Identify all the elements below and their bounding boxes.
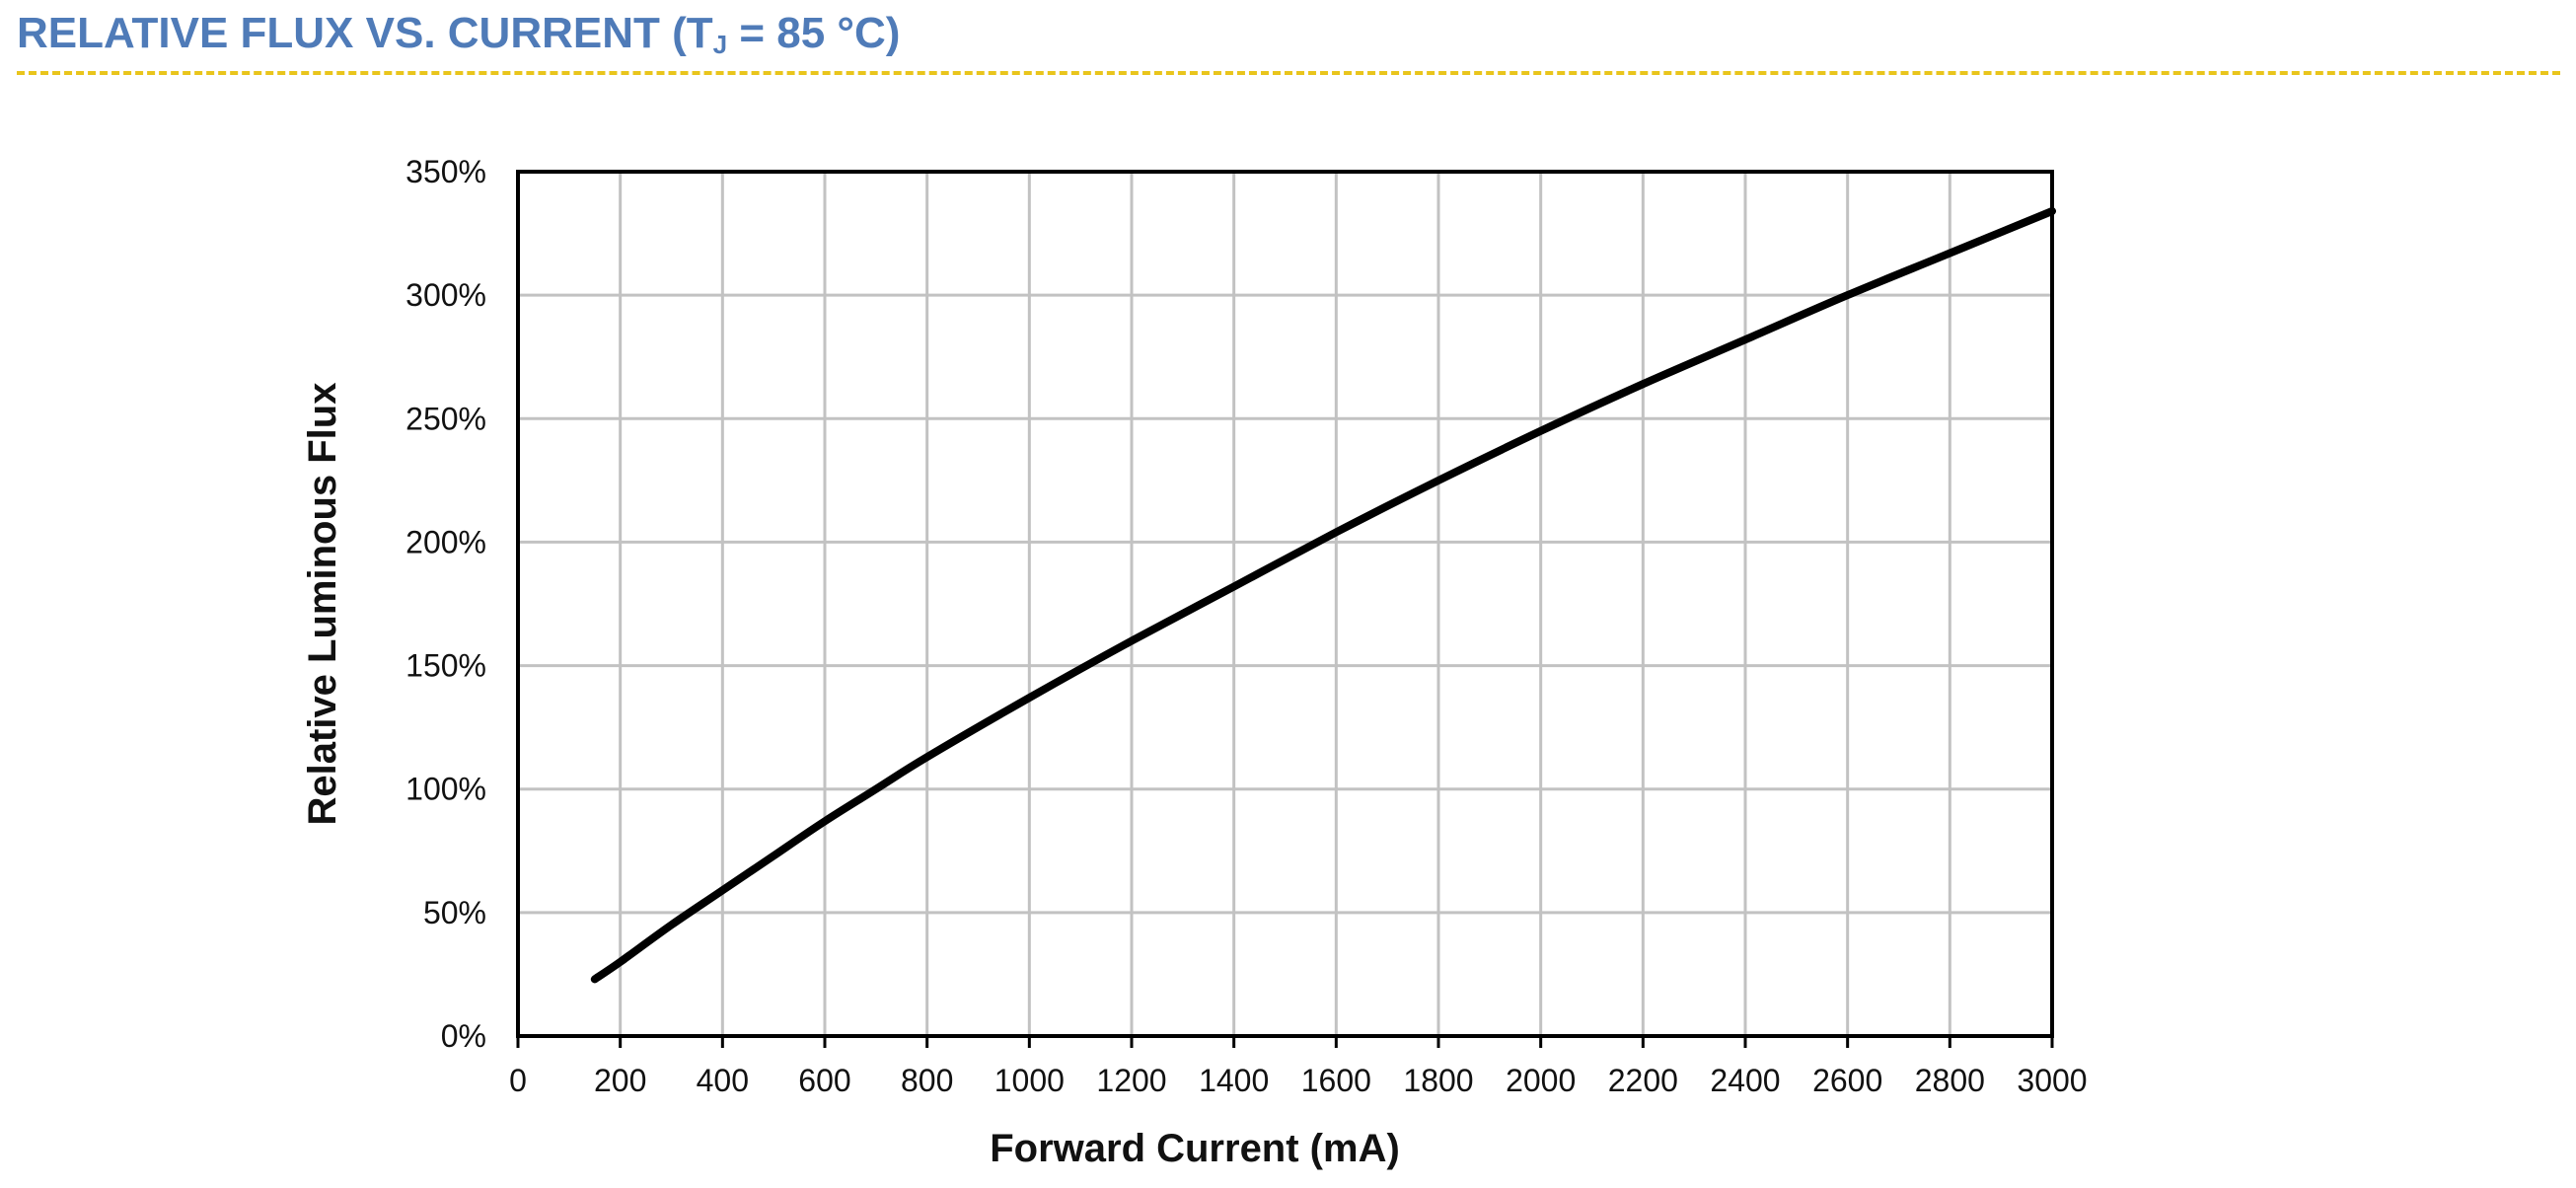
series-layer [590,207,2056,984]
x-tick-label: 400 [697,1063,749,1098]
x-tick-label: 1800 [1403,1063,1473,1098]
x-tick-label: 200 [594,1063,646,1098]
x-tick-label: 600 [798,1063,850,1098]
page-title-subscript: J [712,30,728,59]
x-tick-label: 1000 [994,1063,1065,1098]
x-axis-title: Forward Current (mA) [990,1127,1400,1170]
y-tick-label: 300% [405,277,486,313]
y-axis-title: Relative Luminous Flux [301,383,344,826]
x-tick-label: 1600 [1301,1063,1371,1098]
x-tick-label: 2800 [1915,1063,1985,1098]
page-title-prefix: RELATIVE FLUX VS. CURRENT (T [17,9,713,57]
chart-grid [518,172,2052,1036]
y-axis: 0% 50% 100% 150% 200% 250% 300% 350% [405,154,486,1054]
y-tick-label: 200% [405,524,486,559]
y-tick-label: 250% [405,401,486,436]
header: RELATIVE FLUX VS. CURRENT (TJ = 85 °C) [17,0,900,69]
x-tick-label: 1400 [1199,1063,1269,1098]
x-tick-label: 2600 [1812,1063,1882,1098]
x-tick-label: 1200 [1096,1063,1166,1098]
x-tick-label: 0 [509,1063,527,1098]
x-axis: 0 200 400 600 800 1000 1200 1400 1600 1800 2000 220… [509,1036,2088,1098]
x-tick-label: 3000 [2017,1063,2087,1098]
y-tick-label: 100% [405,772,486,807]
y-tick-label: 350% [405,154,486,189]
page-title: RELATIVE FLUX VS. CURRENT (TJ = 85 °C) [17,0,900,67]
series-line [590,207,2056,984]
plot-frame [516,170,2054,1038]
y-tick-label: 0% [441,1018,486,1054]
page-title-suffix: = 85 °C) [727,9,901,57]
y-tick-label: 50% [423,895,486,930]
y-tick-label: 150% [405,648,486,684]
x-tick-label: 2000 [1506,1063,1576,1098]
x-tick-label: 2200 [1608,1063,1678,1098]
x-tick-label: 2400 [1710,1063,1780,1098]
x-tick-label: 800 [901,1063,953,1098]
title-divider [17,71,2560,75]
